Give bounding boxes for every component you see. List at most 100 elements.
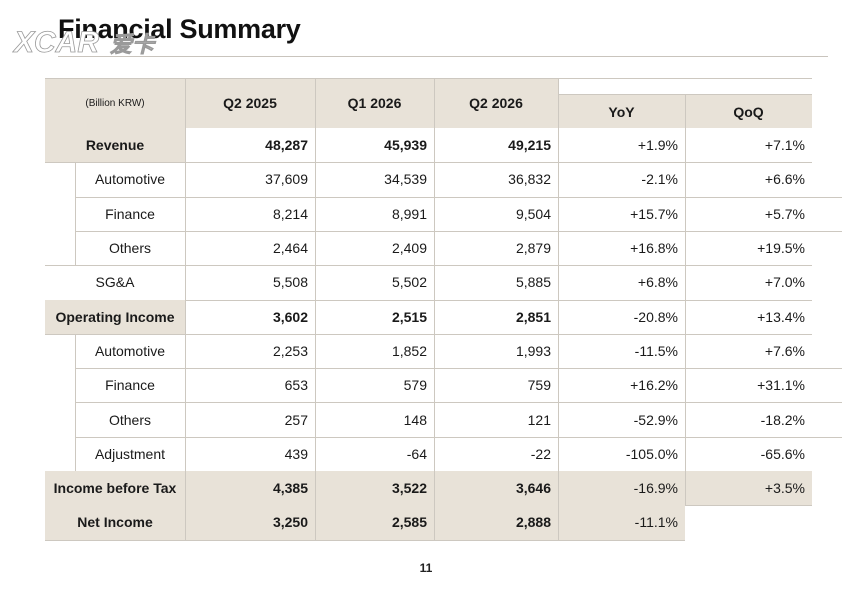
table-cell: 439 [284,445,308,462]
table-cell: +6.8% [637,274,678,291]
table-cell: 5,508 [272,274,308,291]
row-divider [45,333,812,335]
table-cell: 8,214 [272,205,308,222]
table-cell: +7.1% [764,137,805,154]
table-cell: 37,609 [265,171,308,188]
table-cell: 2,879 [515,240,551,257]
table-cell: -11.5% [634,342,678,359]
row-label: Net Income [77,514,153,531]
table-cell: +13.4% [757,308,805,325]
column-divider [434,78,435,540]
financial-summary-table: (Billion KRW) Q2 2025 Q1 2026 Q2 2026 YoY QoQ… [45,78,842,541]
table-cell: -22 [530,445,551,462]
row-divider [75,230,842,232]
row-label: SG&A [95,274,135,291]
row-label: Others [108,240,151,257]
table-cell: 653 [284,377,308,394]
table-cell: 45,939 [384,137,427,154]
table-cell: +16.8% [630,240,678,257]
table-cell: 579 [403,377,427,394]
table-cell: 2,851 [515,308,551,325]
column-header: Q1 2026 [347,95,402,111]
table-top-border [45,78,812,79]
table-cell: -11.1% [634,514,678,531]
table-cell: +1.9% [637,137,678,154]
table-cell: 48,287 [265,137,308,154]
row-label: Others [108,411,151,428]
table-cell: 4,385 [272,480,308,497]
table-cell: 5,502 [391,274,427,291]
column-divider [558,78,559,540]
row-label: Income before Tax [53,480,177,497]
table-cell: 36,832 [508,171,551,188]
row-divider [75,368,842,370]
table-cell: +3.5% [685,471,812,506]
table-cell: 148 [403,411,427,428]
table-cell: 2,409 [391,240,427,257]
row-divider [45,299,812,301]
table-cell: 759 [527,377,551,394]
table-cell: -52.9% [633,411,678,428]
table-cell: +6.6% [764,171,805,188]
title-rule [58,56,828,57]
column-header: YoY [608,103,635,120]
table-cell: 2,464 [272,240,308,257]
table-cell: 2,888 [515,514,551,531]
row-divider [45,265,812,267]
table-cell: 1,993 [515,342,551,359]
indent-divider [75,162,76,266]
column-divider [315,78,316,540]
column-header: Q2 2025 [223,95,277,111]
table-cell: -20.8% [633,308,678,325]
table-cell: -18.2% [760,411,805,428]
row-divider [75,196,842,198]
table-cell: 3,602 [272,308,308,325]
table-cell: +19.5% [757,240,805,257]
indent-divider [75,333,76,471]
row-label: Finance [105,205,155,222]
table-cell: +31.1% [757,377,805,394]
table-cell: 2,585 [391,514,427,531]
page-number: 11 [419,561,433,575]
row-label-bg [45,505,185,540]
table-cell: -2.1% [641,171,678,188]
table-cell: 2,253 [272,342,308,359]
subheader-divider [558,94,812,95]
row-label: Operating Income [55,308,175,325]
table-cell: -105.0% [625,445,678,462]
table-cell: 3,522 [391,480,427,497]
table-cell: 3,646 [515,480,551,497]
table-cell: -64 [406,445,427,462]
row-divider [75,436,842,438]
row-divider [75,402,842,404]
column-divider [685,95,686,506]
table-cell: 49,215 [508,137,551,154]
table-cell: 1,852 [391,342,427,359]
table-cell: 121 [527,411,551,428]
table-cell: 257 [284,411,308,428]
row-label: Automotive [94,342,166,359]
table-cell: +7.6% [764,342,805,359]
row-divider [45,162,812,164]
row-label: Revenue [85,137,145,154]
table-cell: +16.2% [630,377,678,394]
column-header: Q2 2026 [469,95,523,111]
unit-label: (Billion KRW) [85,97,145,109]
table-cell: 5,885 [515,274,551,291]
watermark-logo: XCAR 爱卡 [12,26,156,60]
page-title: Financial Summary [58,14,301,44]
table-cell: 8,991 [391,205,427,222]
table-cell: 34,539 [384,171,427,188]
row-label-bg [45,299,185,334]
row-label: Adjustment [94,445,166,462]
header-strip [558,78,812,94]
row-label: Finance [105,377,155,394]
table-cell [685,505,812,539]
table-cell: -65.6% [760,445,805,462]
table-cell: -16.9% [633,480,678,497]
table-cell: 3,250 [272,514,308,531]
row-label-bg [45,128,185,163]
table-cell: +7.0% [764,274,805,291]
table-cell: 2,515 [391,308,427,325]
column-header: QoQ [733,103,764,120]
